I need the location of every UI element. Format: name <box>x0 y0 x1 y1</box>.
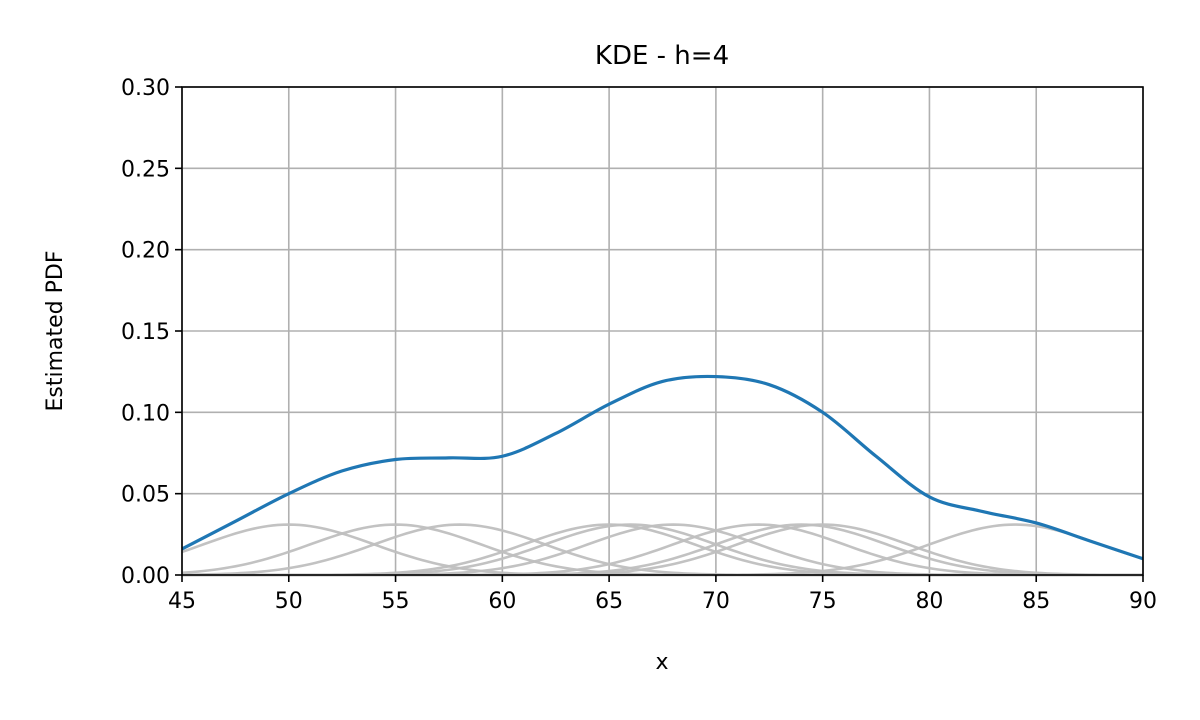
kernel-curves <box>181 523 1144 577</box>
kde-curve-group <box>181 374 1144 561</box>
y-tick-label: 0.00 <box>121 564 170 589</box>
x-tick-label: 80 <box>915 589 943 614</box>
y-tick-label: 0.10 <box>121 401 170 426</box>
x-tick-label: 75 <box>809 589 837 614</box>
y-tick-label: 0.25 <box>121 157 170 182</box>
y-axis-ticks: 0.00 0.05 0.10 0.15 0.20 0.25 0.30 <box>121 76 182 589</box>
y-tick-label: 0.05 <box>121 483 170 508</box>
x-tick-label: 55 <box>382 589 410 614</box>
x-tick-label: 50 <box>275 589 303 614</box>
y-tick-label: 0.15 <box>121 320 170 345</box>
grid-lines <box>181 86 1144 576</box>
y-tick-label: 0.30 <box>121 76 170 101</box>
x-tick-label: 85 <box>1022 589 1050 614</box>
x-tick-label: 65 <box>595 589 623 614</box>
y-tick-label: 0.20 <box>121 239 170 264</box>
x-tick-label: 70 <box>702 589 730 614</box>
x-axis-title: x <box>655 650 668 675</box>
x-tick-label: 45 <box>168 589 196 614</box>
chart-title: KDE - h=4 <box>595 41 729 71</box>
x-axis-ticks: 45 50 55 60 65 70 75 80 85 90 <box>168 575 1157 614</box>
kde-series-line <box>181 374 1144 561</box>
y-axis-title: Estimated PDF <box>43 251 68 412</box>
x-tick-label: 60 <box>488 589 516 614</box>
x-tick-label: 90 <box>1129 589 1157 614</box>
kernel-curve <box>182 523 1144 577</box>
